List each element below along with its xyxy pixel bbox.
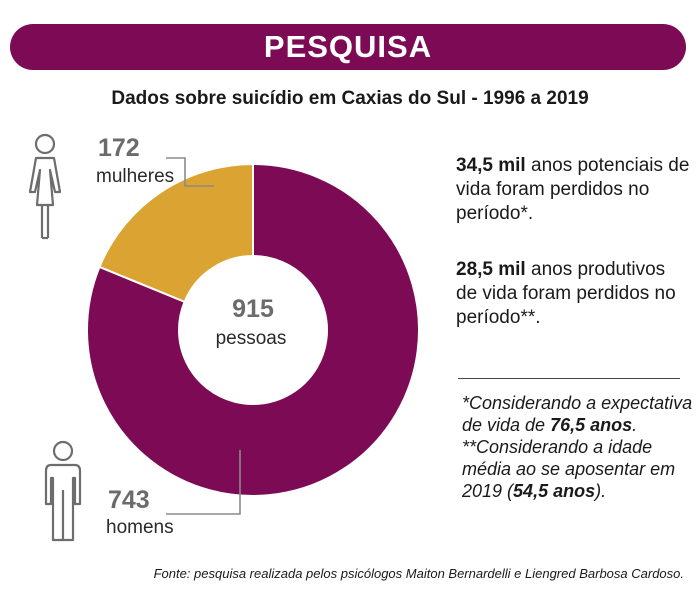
donut-slices (86, 162, 420, 497)
footnotes: *Considerando a expectativa de vida de 7… (462, 392, 694, 502)
leader-line-mulheres (166, 157, 214, 187)
homens-label: homens (106, 517, 174, 538)
footnote-1-post: . (632, 415, 638, 435)
divider (458, 378, 680, 379)
footnote-1: *Considerando a expectativa de vida de 7… (462, 392, 694, 436)
fact-1-text: anos potenciais de vida foram perdidos n… (456, 155, 690, 224)
mulheres-label: mulheres (96, 166, 174, 187)
homens-value: 743 (108, 486, 150, 514)
woman-icon (28, 133, 62, 240)
slice-mulheres (98, 162, 254, 304)
footnote-2: **Considerando a idade média ao se apose… (462, 436, 694, 502)
title-banner: PESQUISA (10, 24, 686, 70)
source-note: Fonte: pesquisa realizada pelos psicólog… (153, 566, 684, 581)
fact-1: 34,5 mil anos potenciais de vida foram p… (456, 154, 691, 226)
total-label: pessoas (216, 328, 287, 349)
leader-line-homens (166, 450, 241, 515)
footnote-2-post: ). (595, 481, 607, 501)
footnote-2-bold: 54,5 anos (513, 481, 596, 501)
banner-title: PESQUISA (263, 29, 433, 64)
footnote-1-pre: *Considerando a expectativa de vida de (462, 393, 693, 435)
footnote-1-bold: 76,5 anos (550, 415, 633, 435)
footnote-2-pre: **Considerando a idade média ao se apose… (462, 437, 676, 501)
fact-2: 28,5 mil anos produtivos de vida foram p… (456, 258, 691, 330)
man-icon (44, 440, 82, 542)
fact-2-text: anos produtivos de vida foram perdidos n… (456, 259, 676, 328)
chart-title: Dados sobre suicídio em Caxias do Sul - … (111, 88, 589, 109)
fact-1-bold: 34,5 mil (456, 155, 526, 176)
fact-2-bold: 28,5 mil (456, 259, 526, 280)
slice-homens (86, 162, 420, 497)
mulheres-value: 172 (98, 134, 140, 162)
total-value: 915 (232, 295, 274, 323)
